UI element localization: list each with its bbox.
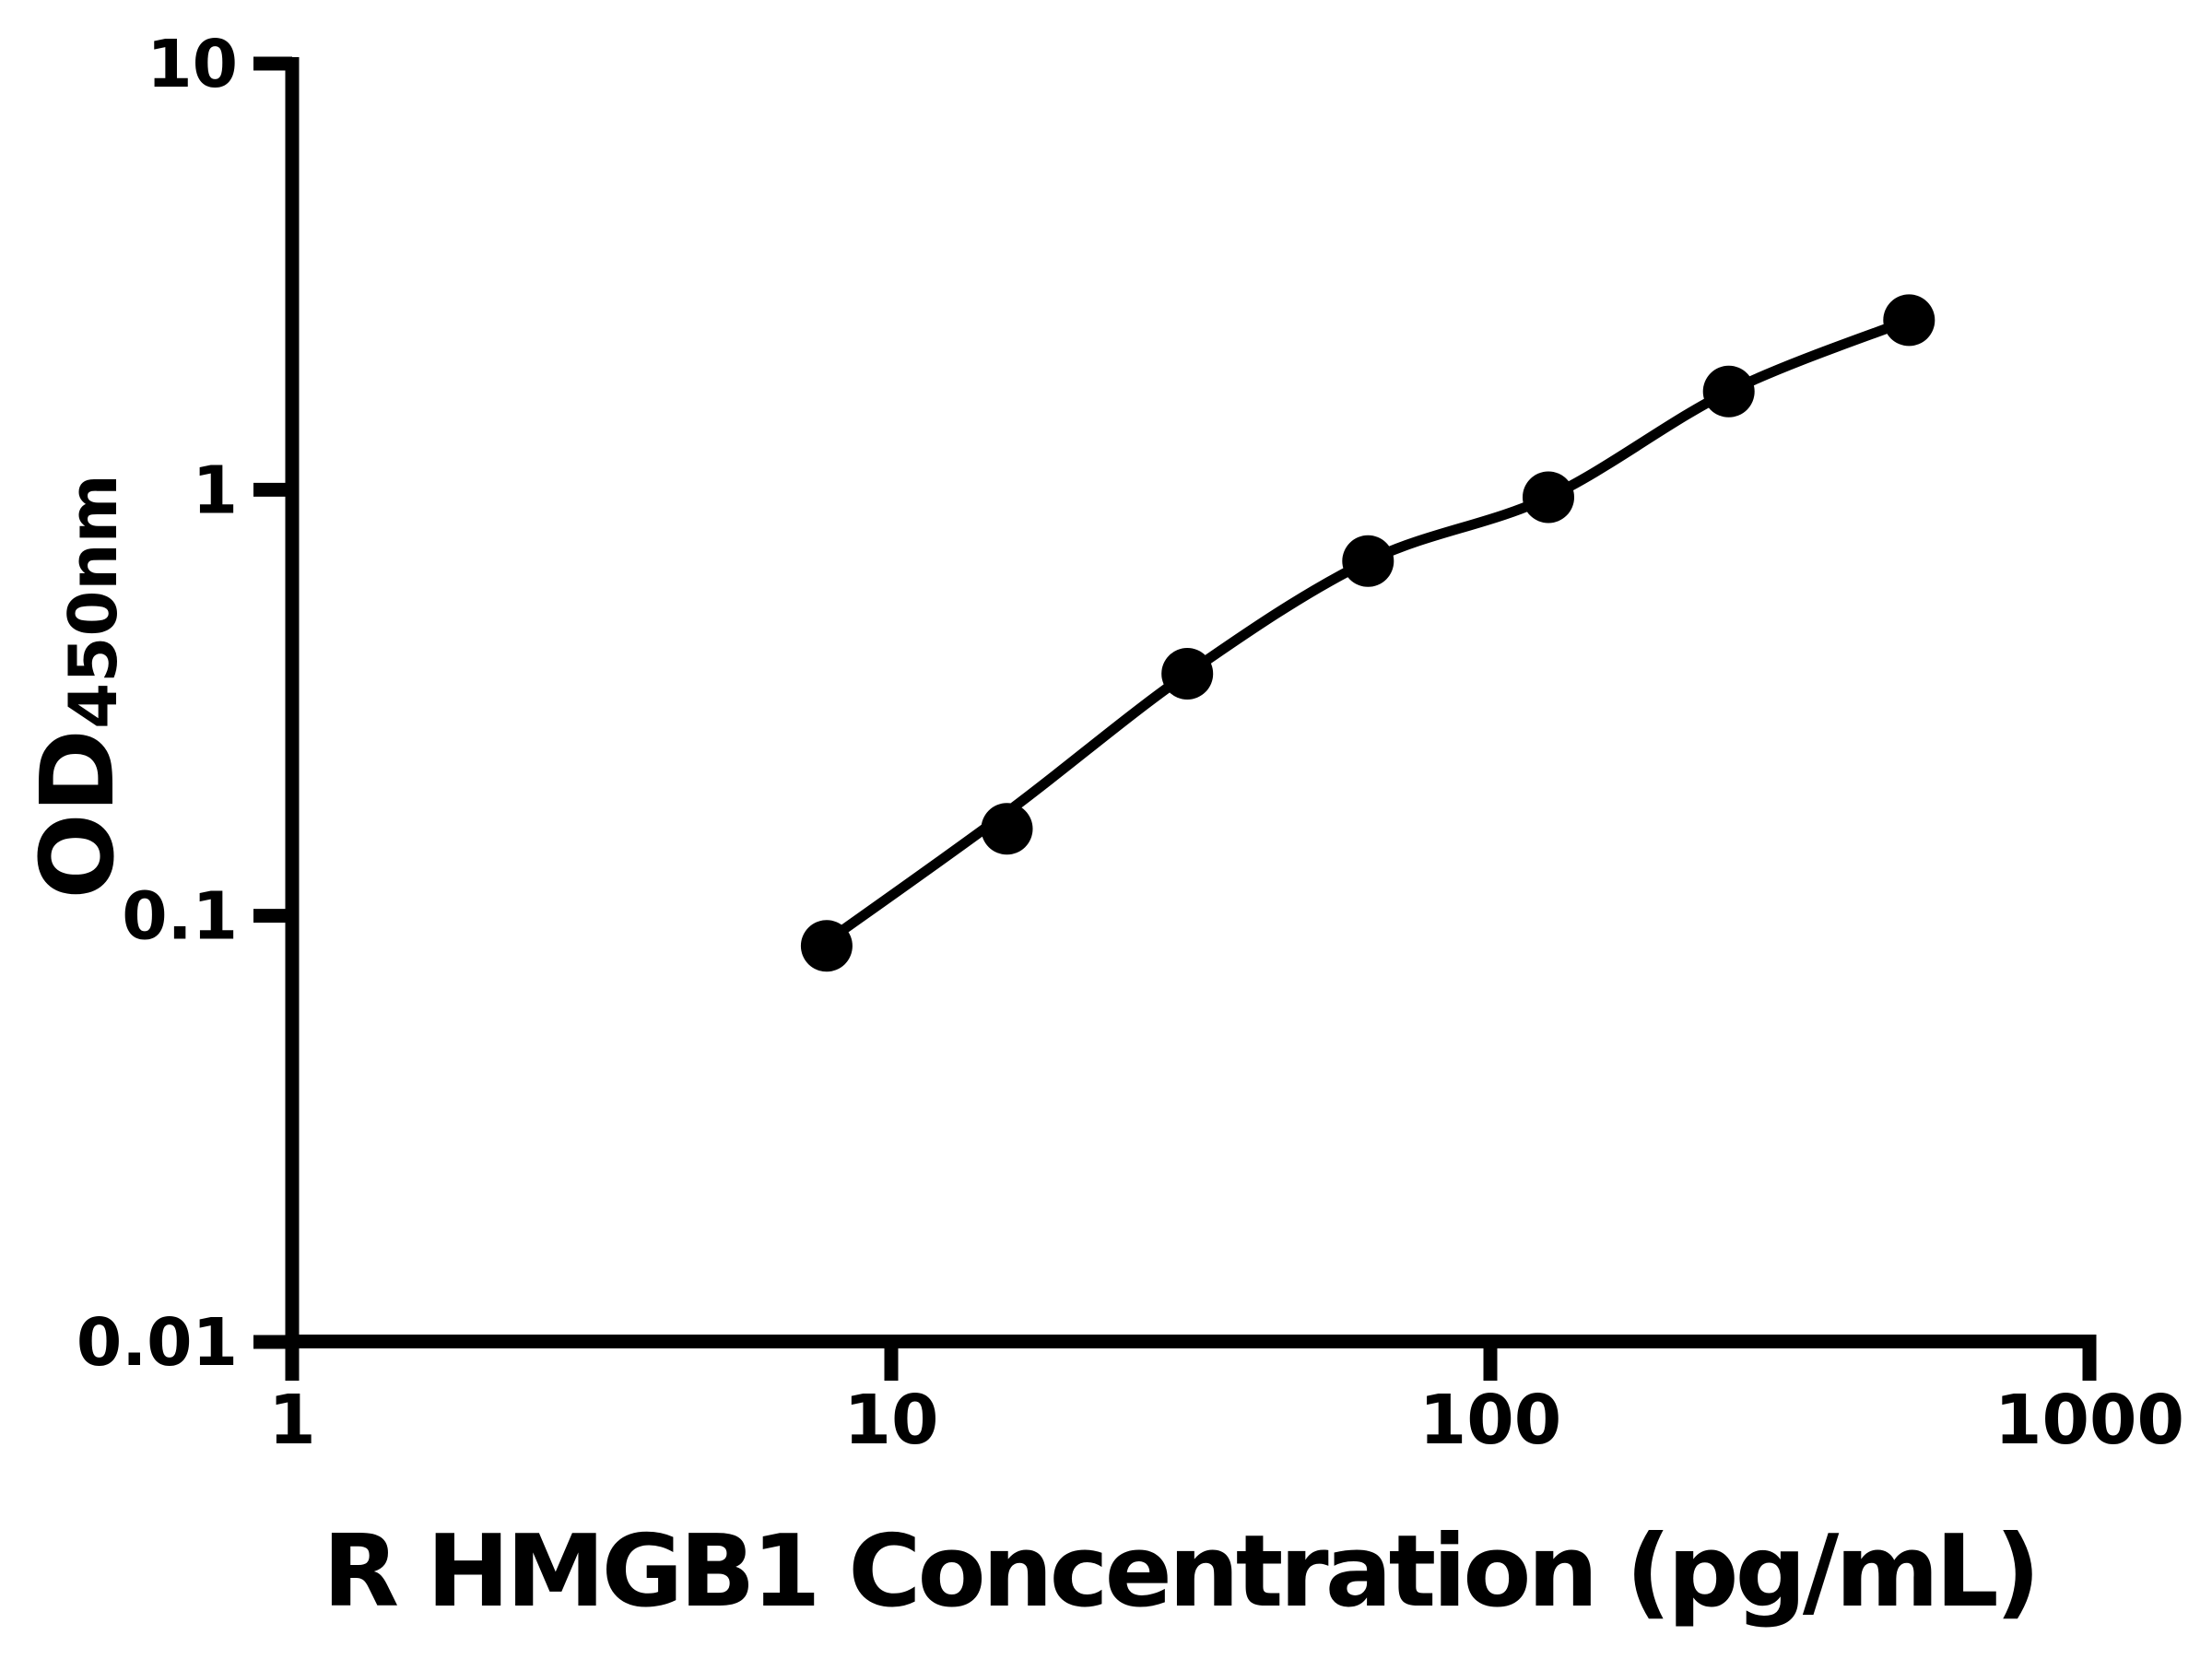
x-tick-label: 10 [844,1381,939,1460]
y-axis-title-main: OD [18,729,136,900]
y-tick-label: 1 [193,452,238,528]
data-point [1342,535,1394,587]
axis-ticks [253,56,2097,1381]
axis-tick-labels: 10 1 0.1 0.01 1 10 100 1000 [76,26,2184,1460]
x-tick-label: 1000 [1994,1381,2184,1460]
x-tick-label: 1 [268,1381,316,1460]
axes [285,57,2097,1381]
x-tick-label: 100 [1419,1381,1561,1460]
data-series [800,294,1936,972]
y-tick-label: 0.1 [122,878,238,955]
data-point [1883,294,1936,347]
data-point [800,920,853,972]
y-tick-label: 0.01 [76,1304,238,1381]
data-point [981,803,1033,855]
data-point [1702,365,1755,418]
y-axis-title-subscript: 450nm [54,474,132,729]
y-tick-label: 10 [147,26,238,102]
data-point [1523,471,1574,524]
x-axis-title: R HMGB1 Concentration (pg/mL) [323,1514,2037,1630]
y-axis-title: OD450nm [18,474,136,899]
data-point [1161,648,1214,700]
fit-curve [821,314,1914,947]
